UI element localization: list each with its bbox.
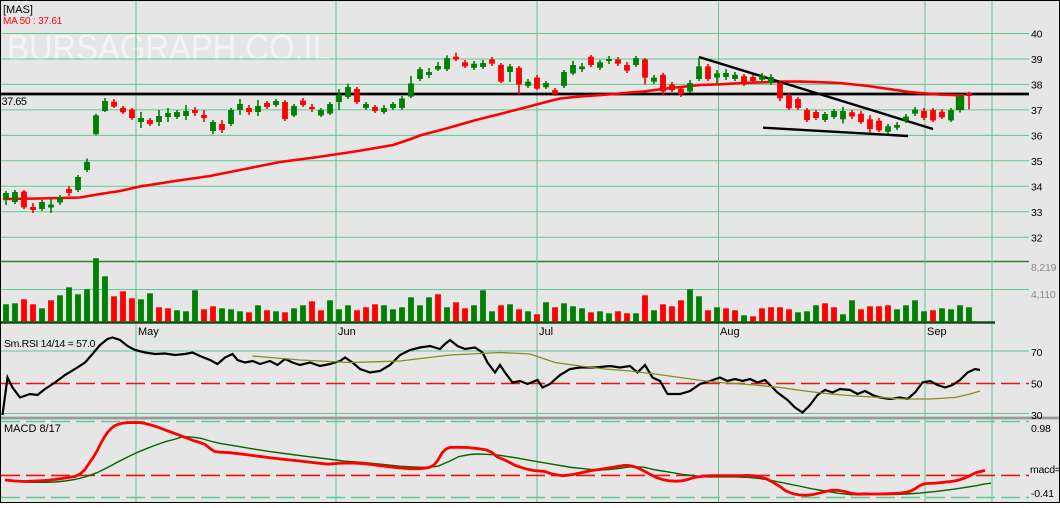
svg-text:8,219: 8,219 xyxy=(1031,262,1057,274)
svg-text:39: 39 xyxy=(1031,54,1043,66)
svg-text:40: 40 xyxy=(1031,29,1043,41)
svg-text:37.65: 37.65 xyxy=(2,96,27,108)
svg-text:Aug: Aug xyxy=(720,326,740,338)
svg-text:May: May xyxy=(138,326,159,338)
svg-text:macd=: macd= xyxy=(1030,464,1060,476)
svg-text:50: 50 xyxy=(1031,379,1043,391)
svg-text:MA 50 : 37.61: MA 50 : 37.61 xyxy=(3,16,63,27)
svg-text:0.98: 0.98 xyxy=(1031,423,1051,435)
svg-text:36: 36 xyxy=(1031,131,1043,143)
svg-text:Jul: Jul xyxy=(539,326,553,338)
svg-text:30: 30 xyxy=(1031,410,1043,422)
svg-text:33: 33 xyxy=(1031,207,1043,219)
svg-text:Sm.RSI 14/14 = 57.0: Sm.RSI 14/14 = 57.0 xyxy=(4,338,96,350)
svg-text:MACD 8/17: MACD 8/17 xyxy=(4,423,61,435)
svg-text:4,110: 4,110 xyxy=(1031,289,1056,301)
svg-text:-0.41: -0.41 xyxy=(1031,488,1054,500)
svg-text:35: 35 xyxy=(1031,156,1043,168)
svg-text:38: 38 xyxy=(1031,80,1043,92)
svg-text:Sep: Sep xyxy=(927,326,947,338)
svg-text:37: 37 xyxy=(1031,105,1043,117)
svg-text:32: 32 xyxy=(1031,233,1043,245)
svg-text:Jun: Jun xyxy=(338,326,356,338)
svg-text:34: 34 xyxy=(1031,182,1043,194)
svg-text:70: 70 xyxy=(1031,347,1043,359)
svg-text:[MAS]: [MAS] xyxy=(3,4,33,16)
